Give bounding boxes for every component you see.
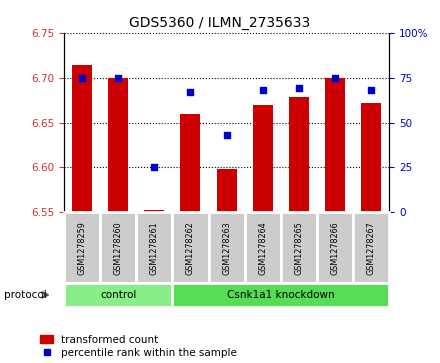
Legend: transformed count, percentile rank within the sample: transformed count, percentile rank withi… bbox=[40, 335, 237, 358]
Bar bbox=[72, 65, 92, 212]
Bar bbox=[353, 212, 389, 283]
Text: GDS5360 / ILMN_2735633: GDS5360 / ILMN_2735633 bbox=[129, 16, 311, 30]
Bar bbox=[253, 105, 273, 212]
Text: GSM1278266: GSM1278266 bbox=[330, 221, 340, 274]
Bar bbox=[209, 212, 245, 283]
Point bbox=[368, 87, 375, 93]
Bar bbox=[172, 212, 209, 283]
Point bbox=[114, 75, 121, 81]
Text: Csnk1a1 knockdown: Csnk1a1 knockdown bbox=[227, 290, 335, 300]
Text: GSM1278263: GSM1278263 bbox=[222, 221, 231, 274]
Bar bbox=[100, 212, 136, 283]
Bar bbox=[317, 212, 353, 283]
Text: GSM1278259: GSM1278259 bbox=[77, 221, 86, 275]
Bar bbox=[216, 169, 237, 212]
Bar bbox=[108, 78, 128, 212]
Text: protocol: protocol bbox=[4, 290, 47, 300]
Text: GSM1278267: GSM1278267 bbox=[367, 221, 376, 275]
Point bbox=[151, 164, 158, 170]
Text: GSM1278265: GSM1278265 bbox=[294, 221, 304, 275]
Bar bbox=[180, 114, 200, 212]
Text: control: control bbox=[100, 290, 136, 300]
Bar bbox=[289, 97, 309, 212]
Point bbox=[187, 89, 194, 95]
Text: GSM1278260: GSM1278260 bbox=[114, 221, 123, 274]
Text: GSM1278261: GSM1278261 bbox=[150, 221, 159, 274]
Bar bbox=[245, 212, 281, 283]
Point bbox=[259, 87, 266, 93]
Point bbox=[332, 75, 339, 81]
Bar bbox=[325, 78, 345, 212]
Bar bbox=[361, 103, 381, 212]
Bar bbox=[64, 212, 100, 283]
Bar bbox=[64, 283, 172, 307]
Text: GSM1278262: GSM1278262 bbox=[186, 221, 195, 275]
Point bbox=[78, 75, 85, 81]
Point bbox=[295, 85, 302, 91]
Bar bbox=[136, 212, 172, 283]
Bar bbox=[172, 283, 389, 307]
Text: GSM1278264: GSM1278264 bbox=[258, 221, 267, 274]
Bar bbox=[144, 210, 164, 212]
Bar bbox=[281, 212, 317, 283]
Point bbox=[223, 132, 230, 138]
